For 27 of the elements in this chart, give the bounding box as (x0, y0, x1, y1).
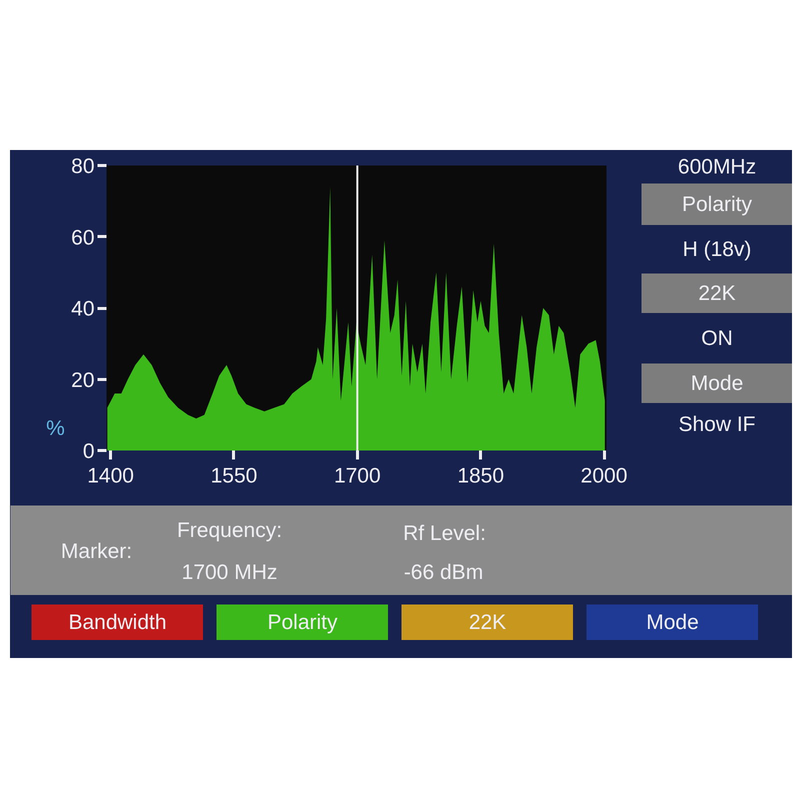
y-tick-label: 80 (71, 155, 94, 178)
text: Marker: (60, 540, 132, 563)
text: Show IF (678, 413, 756, 436)
x-tick-label: 1400 (87, 464, 134, 488)
y-tick-label: 0 (82, 440, 95, 463)
x-tick-label: 1850 (457, 464, 504, 488)
x-tick-label: 1700 (334, 464, 381, 488)
text: H (18v) (682, 238, 752, 261)
text: 1700 MHz (182, 561, 278, 584)
x-tick-label: 2000 (580, 464, 628, 488)
text: ON (701, 327, 733, 350)
text: Rf Level: (403, 522, 486, 545)
text: Polarity (682, 193, 753, 216)
text: 22K (698, 282, 736, 305)
text: Frequency: (176, 519, 282, 542)
y-tick-label: 60 (71, 226, 94, 250)
y-tick-label: 20 (71, 368, 94, 392)
text: Bandwidth (68, 611, 167, 634)
text: Polarity (267, 611, 338, 634)
y-tick-label: 40 (71, 298, 94, 320)
text: Mode (646, 611, 699, 634)
text: Mode (690, 372, 744, 395)
y-axis-title: % (46, 417, 65, 440)
x-tick-label: 1550 (210, 464, 258, 488)
text: 22K (468, 611, 506, 634)
text: 600MHz (678, 156, 756, 178)
text: -66 dBm (404, 561, 484, 584)
